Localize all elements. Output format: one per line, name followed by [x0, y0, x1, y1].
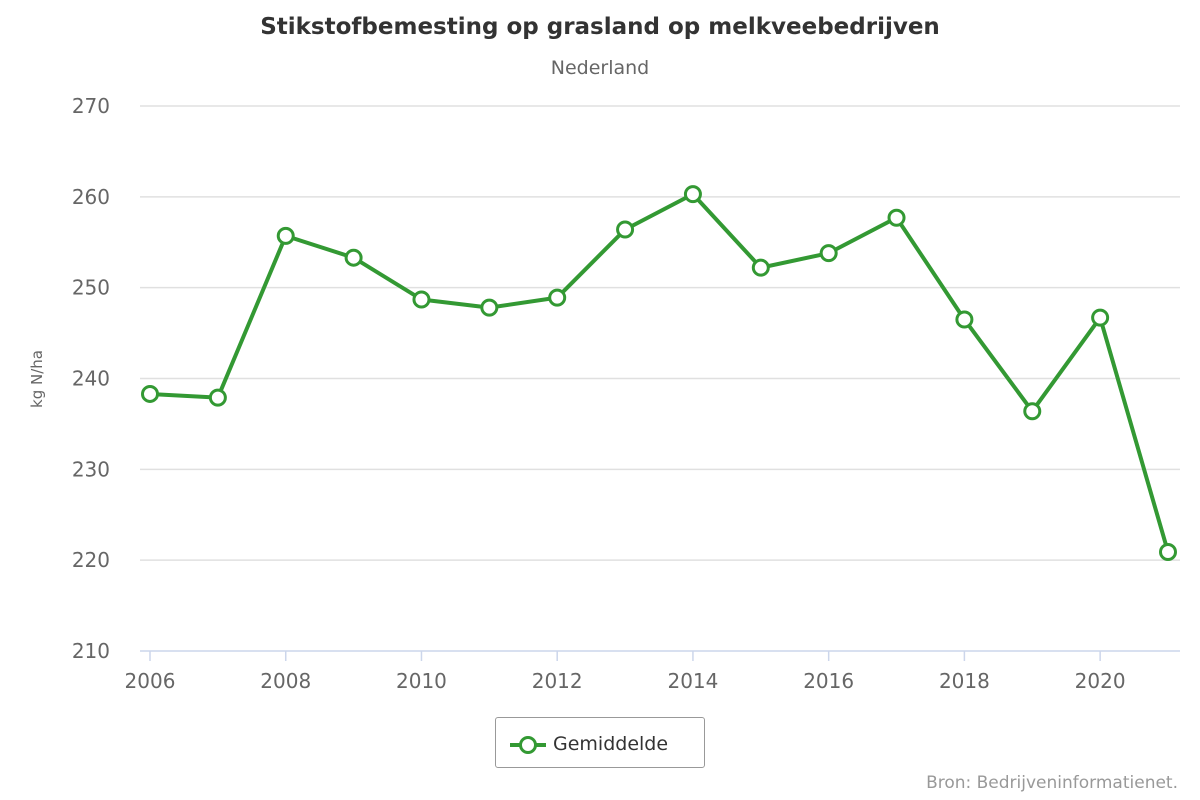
- y-tick-label: 240: [72, 367, 110, 391]
- data-point[interactable]: [616, 220, 635, 239]
- series-line: [148, 192, 1170, 554]
- data-point[interactable]: [141, 384, 159, 403]
- data-point[interactable]: [819, 244, 838, 263]
- series-gemiddelde: [141, 185, 1177, 561]
- data-point[interactable]: [412, 290, 431, 309]
- data-point[interactable]: [344, 248, 363, 267]
- x-tick-label: 2008: [260, 669, 311, 693]
- data-point[interactable]: [955, 310, 974, 329]
- chart-title: Stikstofbemesting op grasland op melkvee…: [260, 14, 940, 40]
- legend-label: Gemiddelde: [553, 733, 669, 755]
- data-point[interactable]: [751, 258, 770, 277]
- y-tick-label: 270: [72, 94, 110, 118]
- y-tick-label: 220: [72, 548, 110, 572]
- data-point[interactable]: [1023, 402, 1042, 421]
- data-point[interactable]: [683, 185, 702, 204]
- x-tick-label: 2016: [803, 669, 854, 693]
- legend-item-gemiddelde[interactable]: Gemiddelde: [495, 717, 705, 768]
- y-axis-ticks: 210 220 230 240 250 260 270: [72, 94, 110, 663]
- legend-line-marker-icon: [510, 736, 546, 754]
- data-point[interactable]: [1159, 542, 1177, 561]
- x-tick-label: 2020: [1075, 669, 1126, 693]
- x-tick-label: 2018: [939, 669, 990, 693]
- y-tick-label: 260: [72, 185, 110, 209]
- data-point[interactable]: [208, 388, 227, 407]
- x-tick-label: 2006: [125, 669, 176, 693]
- data-point[interactable]: [887, 208, 906, 227]
- data-point[interactable]: [276, 226, 295, 245]
- y-tick-label: 230: [72, 457, 110, 481]
- x-tick-label: 2012: [532, 669, 583, 693]
- chart-subtitle: Nederland: [550, 57, 650, 79]
- y-tick-label: 210: [72, 639, 110, 663]
- x-axis: 2006 2008 2010 2012 2014 2016 2018 2020: [125, 650, 1180, 693]
- data-point[interactable]: [548, 288, 567, 307]
- y-axis-title: kg N/ha: [28, 350, 46, 408]
- gridlines: [140, 105, 1180, 561]
- x-tick-label: 2010: [396, 669, 447, 693]
- source-credit: Bron: Bedrijveninformatienet.: [926, 773, 1178, 793]
- x-tick-label: 2014: [667, 669, 718, 693]
- data-point[interactable]: [1091, 308, 1110, 327]
- data-point[interactable]: [480, 298, 499, 317]
- y-tick-label: 250: [72, 276, 110, 300]
